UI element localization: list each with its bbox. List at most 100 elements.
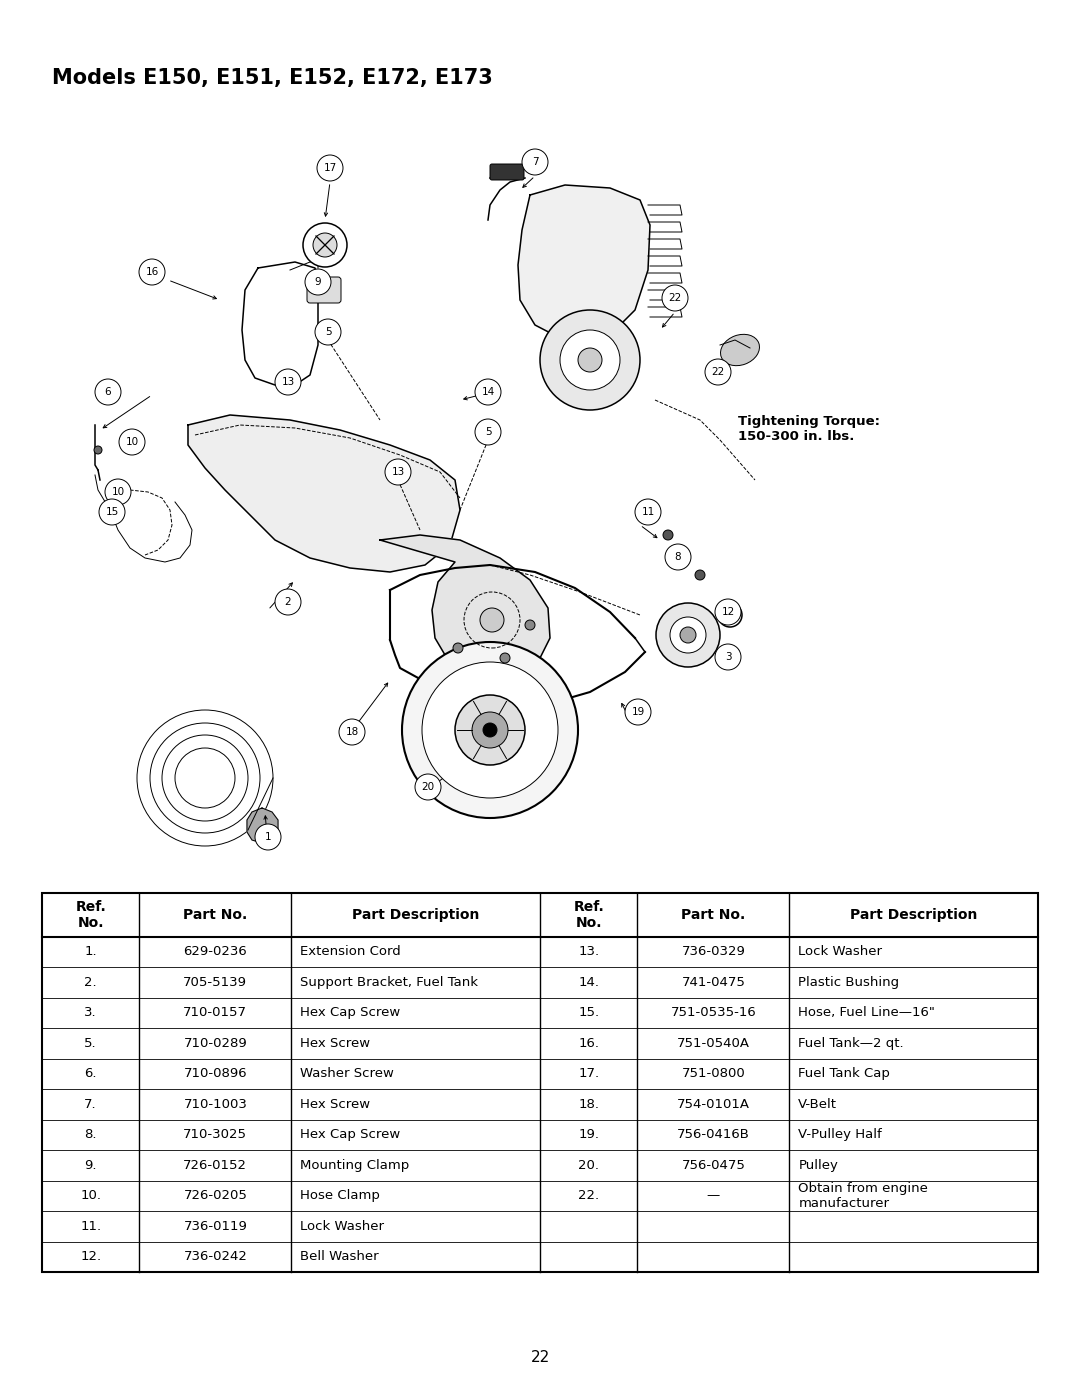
- Text: Plastic Bushing: Plastic Bushing: [798, 977, 900, 989]
- Text: 10.: 10.: [80, 1189, 102, 1203]
- Text: —: —: [706, 1189, 720, 1203]
- Circle shape: [315, 319, 341, 345]
- Circle shape: [718, 604, 742, 627]
- Text: 16: 16: [146, 267, 159, 277]
- Text: 9.: 9.: [84, 1158, 97, 1172]
- Text: 12.: 12.: [80, 1250, 102, 1263]
- FancyBboxPatch shape: [307, 277, 341, 303]
- Text: 14: 14: [482, 387, 495, 397]
- Text: 11: 11: [642, 507, 654, 517]
- Text: 13: 13: [282, 377, 295, 387]
- Text: 22: 22: [669, 293, 681, 303]
- Text: 629-0236: 629-0236: [184, 946, 247, 958]
- Circle shape: [99, 499, 125, 525]
- Circle shape: [384, 460, 411, 485]
- Circle shape: [696, 570, 705, 580]
- Circle shape: [540, 310, 640, 409]
- Text: 710-0896: 710-0896: [184, 1067, 247, 1080]
- Text: 22: 22: [530, 1351, 550, 1365]
- Polygon shape: [380, 535, 550, 682]
- Circle shape: [422, 662, 558, 798]
- Circle shape: [715, 599, 741, 624]
- Circle shape: [475, 419, 501, 446]
- Text: Part No.: Part No.: [681, 908, 745, 922]
- Circle shape: [578, 348, 602, 372]
- Circle shape: [561, 330, 620, 390]
- Text: Tightening Torque:
150-300 in. lbs.: Tightening Torque: 150-300 in. lbs.: [738, 415, 880, 443]
- Text: 6: 6: [105, 387, 111, 397]
- Text: 13.: 13.: [578, 946, 599, 958]
- Text: 710-3025: 710-3025: [184, 1129, 247, 1141]
- Bar: [42, 893, 1038, 1273]
- Polygon shape: [188, 415, 460, 571]
- Circle shape: [483, 724, 497, 738]
- Circle shape: [305, 270, 330, 295]
- Text: Part Description: Part Description: [850, 908, 977, 922]
- Circle shape: [303, 224, 347, 267]
- Text: 22.: 22.: [578, 1189, 599, 1203]
- Text: Lock Washer: Lock Washer: [798, 946, 882, 958]
- Text: 16.: 16.: [578, 1037, 599, 1049]
- Text: 22: 22: [712, 367, 725, 377]
- Circle shape: [275, 369, 301, 395]
- Text: 17: 17: [323, 163, 337, 173]
- Circle shape: [118, 493, 122, 497]
- Text: Support Bracket, Fuel Tank: Support Bracket, Fuel Tank: [300, 977, 478, 989]
- Text: 741-0475: 741-0475: [681, 977, 745, 989]
- Circle shape: [318, 155, 343, 182]
- Circle shape: [705, 359, 731, 386]
- Text: 705-5139: 705-5139: [184, 977, 247, 989]
- Ellipse shape: [720, 334, 759, 366]
- Text: 15: 15: [106, 507, 119, 517]
- FancyBboxPatch shape: [490, 163, 524, 180]
- Circle shape: [670, 617, 706, 652]
- Circle shape: [663, 529, 673, 541]
- Circle shape: [95, 379, 121, 405]
- Text: V-Belt: V-Belt: [798, 1098, 837, 1111]
- Text: 710-0157: 710-0157: [184, 1006, 247, 1020]
- Circle shape: [635, 499, 661, 525]
- Text: 1: 1: [265, 833, 271, 842]
- Text: V-Pulley Half: V-Pulley Half: [798, 1129, 882, 1141]
- Circle shape: [500, 652, 510, 664]
- Text: 15.: 15.: [578, 1006, 599, 1020]
- Text: Hex Cap Screw: Hex Cap Screw: [300, 1129, 401, 1141]
- Circle shape: [313, 233, 337, 257]
- Text: 8.: 8.: [84, 1129, 97, 1141]
- Text: Mounting Clamp: Mounting Clamp: [300, 1158, 409, 1172]
- Text: 20.: 20.: [578, 1158, 599, 1172]
- Circle shape: [114, 489, 126, 502]
- Text: 7.: 7.: [84, 1098, 97, 1111]
- Text: 6.: 6.: [84, 1067, 97, 1080]
- Circle shape: [339, 719, 365, 745]
- Circle shape: [665, 543, 691, 570]
- Text: 736-0329: 736-0329: [681, 946, 745, 958]
- Text: 710-1003: 710-1003: [184, 1098, 247, 1111]
- Text: Hose, Fuel Line—16": Hose, Fuel Line—16": [798, 1006, 935, 1020]
- Text: 10: 10: [111, 488, 124, 497]
- Text: Hex Screw: Hex Screw: [300, 1098, 370, 1111]
- Text: 17.: 17.: [578, 1067, 599, 1080]
- Text: Ref.
No.: Ref. No.: [76, 900, 106, 930]
- Circle shape: [275, 590, 301, 615]
- Text: Lock Washer: Lock Washer: [300, 1220, 384, 1232]
- Text: Obtain from engine
manufacturer: Obtain from engine manufacturer: [798, 1182, 928, 1210]
- Circle shape: [715, 644, 741, 671]
- Text: Hex Screw: Hex Screw: [300, 1037, 370, 1049]
- Text: 12: 12: [721, 608, 734, 617]
- Text: 5: 5: [485, 427, 491, 437]
- Text: 1.: 1.: [84, 946, 97, 958]
- Text: 2: 2: [285, 597, 292, 608]
- Text: 19: 19: [632, 707, 645, 717]
- Text: 2.: 2.: [84, 977, 97, 989]
- Text: 14.: 14.: [578, 977, 599, 989]
- Text: 751-0540A: 751-0540A: [677, 1037, 750, 1049]
- Circle shape: [119, 429, 145, 455]
- Text: 726-0152: 726-0152: [184, 1158, 247, 1172]
- Text: 756-0475: 756-0475: [681, 1158, 745, 1172]
- Text: 710-0289: 710-0289: [184, 1037, 247, 1049]
- Text: Extension Cord: Extension Cord: [300, 946, 401, 958]
- Text: 9: 9: [314, 277, 322, 286]
- Text: Hex Cap Screw: Hex Cap Screw: [300, 1006, 401, 1020]
- Circle shape: [255, 824, 281, 849]
